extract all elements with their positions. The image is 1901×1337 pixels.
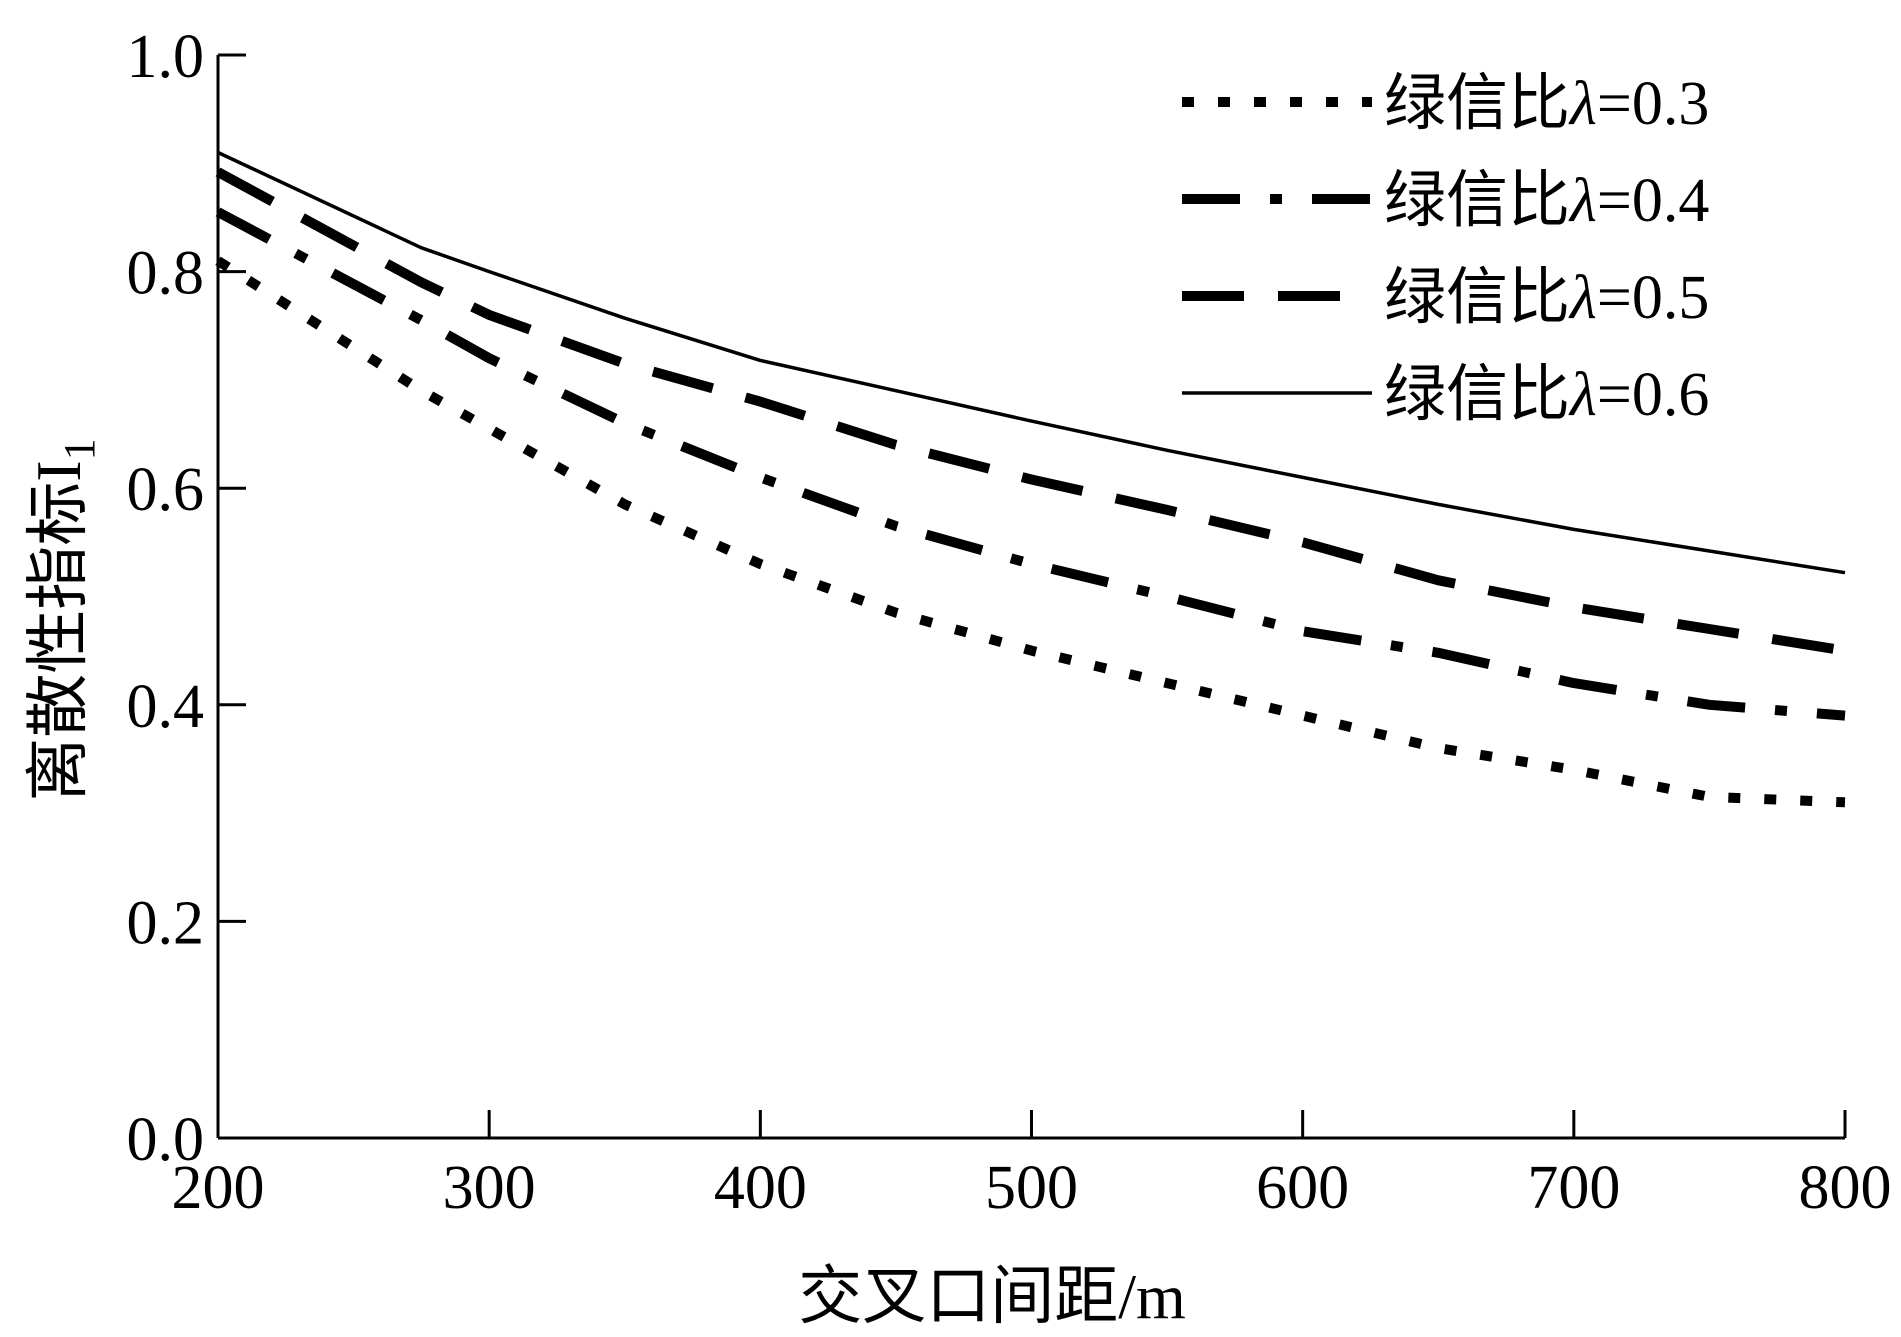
- x-tick-label: 700: [1527, 1154, 1620, 1222]
- legend-label-prefix: 绿信比: [1384, 70, 1570, 138]
- legend-label-symbol: λ: [1568, 264, 1597, 332]
- legend-label-value: =0.4: [1597, 167, 1709, 235]
- y-tick-label: 1.0: [127, 23, 205, 91]
- legend-label-symbol: λ: [1568, 167, 1597, 235]
- ticks: 200 300 400 500 600 700 800 0.0 0.2 0.4 0.6 0.8 1.0: [127, 23, 1892, 1222]
- y-tick-label: 0.4: [127, 673, 205, 741]
- legend-label-symbol: λ: [1568, 70, 1597, 138]
- y-tick-label: 0.0: [127, 1106, 205, 1174]
- series-line-4: [217, 150, 1846, 575]
- legend-label-value: =0.5: [1597, 264, 1709, 332]
- x-tick-label: 600: [1256, 1154, 1349, 1222]
- y-axis-title-main: 离散性指标I: [23, 460, 94, 801]
- y-tick-label: 0.6: [127, 456, 205, 524]
- x-tick-label: 500: [985, 1154, 1078, 1222]
- y-tick-label: 0.2: [127, 889, 205, 957]
- legend-label-4: 绿信比λ=0.6: [1384, 361, 1709, 429]
- series-line-3: [215, 167, 1846, 656]
- legend-label-3: 绿信比λ=0.5: [1384, 264, 1709, 332]
- legend-label-symbol: λ: [1568, 361, 1597, 429]
- legend-label-value: =0.6: [1597, 361, 1709, 429]
- legend-label-2: 绿信比λ=0.4: [1384, 167, 1709, 235]
- x-tick-label: 800: [1799, 1154, 1892, 1222]
- y-axis-title-subscript: 1: [55, 438, 104, 460]
- legend-label-1: 绿信比λ=0.3: [1384, 70, 1709, 138]
- y-tick-label: 0.8: [127, 240, 205, 308]
- x-tick-label: 400: [714, 1154, 807, 1222]
- x-axis-title: 交叉口间距/m: [798, 1261, 1186, 1332]
- legend-label-prefix: 绿信比: [1384, 264, 1570, 332]
- series-line-2: [215, 207, 1846, 721]
- legend-label-prefix: 绿信比: [1384, 361, 1570, 429]
- x-tick-label: 200: [172, 1154, 265, 1222]
- legend-label-value: =0.3: [1597, 70, 1709, 138]
- plot-lines: [215, 150, 1846, 808]
- series-line-1: [215, 256, 1846, 808]
- legend-label-prefix: 绿信比: [1384, 167, 1570, 235]
- y-axis-title: 离散性指标I1: [23, 438, 104, 801]
- x-tick-label: 300: [443, 1154, 536, 1222]
